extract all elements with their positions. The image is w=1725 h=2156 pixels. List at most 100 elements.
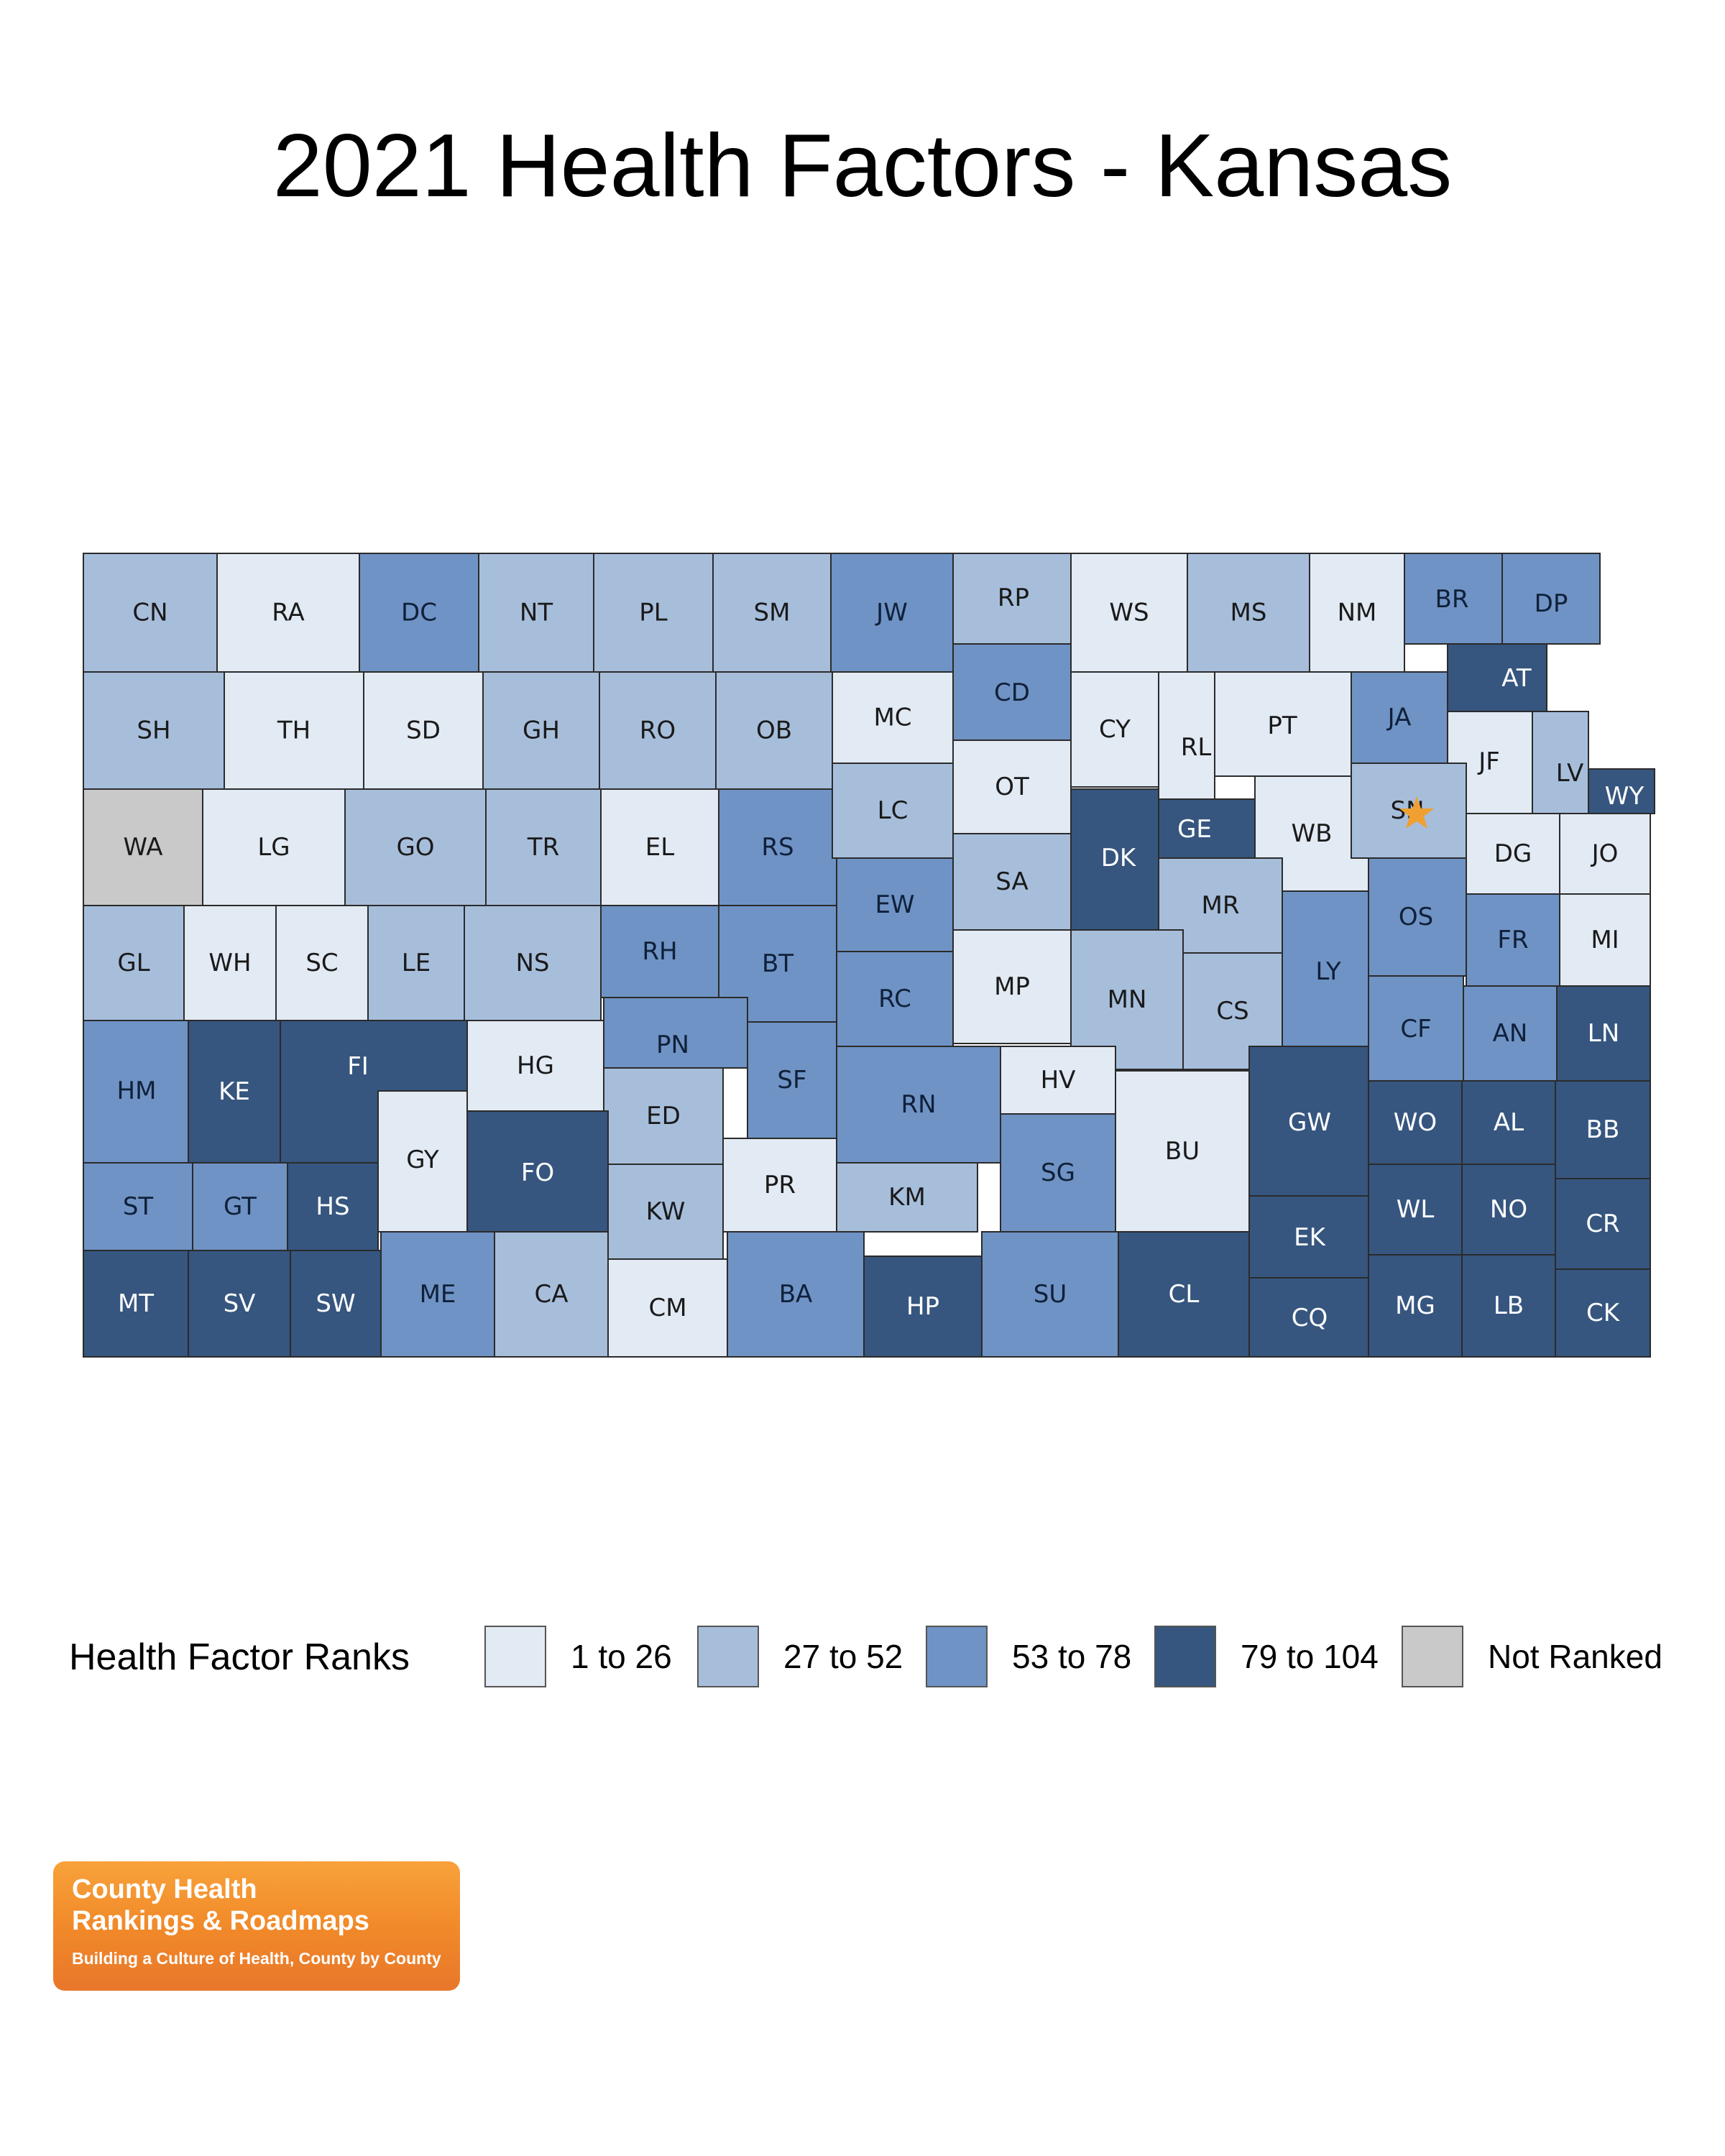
county-label: LC [878,796,908,825]
county-sc [275,905,369,1021]
county-label: SM [754,599,791,627]
county-ke [188,1020,281,1164]
county-label: EL [645,833,674,862]
county-ra [216,553,360,673]
county-label: CY [1099,715,1131,744]
county-label: FO [521,1158,554,1187]
county-label: KE [218,1077,250,1106]
county-label: CS [1216,997,1248,1026]
county-label: SA [995,867,1028,896]
county-gh [482,671,600,790]
county-dg [1466,813,1560,895]
county-rn [836,1046,1001,1164]
county-label: LN [1588,1019,1619,1048]
county-label: RO [640,717,676,745]
county-label: FI [347,1052,369,1081]
county-bb [1555,1080,1651,1179]
county-gt [192,1162,288,1251]
legend-label: 1 to 26 [571,1638,672,1675]
county-label: EK [1294,1223,1326,1252]
county-label: KM [888,1183,926,1212]
county-label: OB [756,717,792,745]
county-label: RS [761,833,794,862]
county-label: BA [779,1280,813,1309]
legend-label: 79 to 104 [1241,1638,1379,1675]
county-st [83,1162,193,1251]
county-wh [183,905,277,1021]
county-label: NT [520,599,553,627]
county-label: AN [1493,1019,1528,1048]
county-label: SG [1041,1158,1075,1187]
county-label: ED [646,1102,681,1130]
county-label: RH [642,937,677,966]
county-rh [600,905,719,998]
county-label: BR [1435,585,1469,614]
county-ro [599,671,717,790]
county-wa [83,788,203,906]
county-ja [1351,671,1448,764]
county-wl [1368,1164,1463,1256]
legend-label: 53 to 78 [1012,1638,1132,1675]
county-sd [363,671,484,790]
county-wy [1588,768,1655,814]
county-label: NO [1490,1195,1527,1224]
county-label: HM [117,1077,157,1105]
county-dk [1070,788,1159,931]
county-label: JO [1591,839,1619,868]
county-label: OS [1399,903,1433,931]
legend-swatch [926,1626,988,1687]
county-pt [1214,671,1352,777]
county-dp [1501,553,1601,645]
county-ca [494,1231,609,1358]
county-ln [1556,985,1651,1082]
county-hs [287,1162,379,1251]
county-fo [466,1110,609,1233]
county-label: PL [639,599,668,627]
county-label: SW [316,1289,355,1318]
county-label: MC [873,704,911,732]
county-label: PN [656,1031,689,1059]
county-label: GL [117,949,150,977]
county-rs [718,788,837,906]
county-label: WL [1397,1195,1435,1224]
county-wo [1368,1080,1463,1165]
county-label: CQ [1292,1304,1328,1332]
county-go [344,788,487,906]
county-gy [377,1090,468,1233]
county-label: MS [1230,599,1267,627]
county-label: MI [1591,926,1619,954]
county-label: CM [648,1294,686,1322]
county-no [1461,1164,1556,1256]
county-label: CR [1586,1210,1619,1238]
county-label: RN [901,1090,936,1119]
county-cy [1070,671,1159,788]
county-cd [952,643,1072,741]
county-label: SF [777,1066,806,1095]
county-mg [1368,1254,1463,1358]
county-label: RA [272,599,305,627]
county-label: GT [224,1192,257,1221]
county-label: GO [396,833,434,862]
logo-line2: Rankings & Roadmaps [72,1906,369,1936]
county-ew [836,857,954,952]
county-label: HG [517,1051,554,1080]
county-ba [727,1231,865,1358]
county-dc [359,553,479,673]
county-ms [1187,553,1310,673]
logo-tagline: Building a Culture of Health, County by … [72,1949,441,1968]
counties-layer [83,553,1655,1358]
county-ck [1555,1268,1651,1358]
county-label: TR [527,833,559,862]
county-hm [83,1020,189,1164]
county-gw [1248,1046,1369,1197]
county-rp [952,553,1072,645]
county-label: CF [1400,1015,1431,1044]
county-label: BT [762,949,794,978]
county-km [836,1162,978,1233]
county-label: WB [1292,819,1333,848]
county-sa [952,833,1072,931]
county-label: LE [402,949,431,977]
county-label: SC [305,949,338,977]
county-label: HS [316,1192,349,1221]
county-label: SH [137,717,170,745]
